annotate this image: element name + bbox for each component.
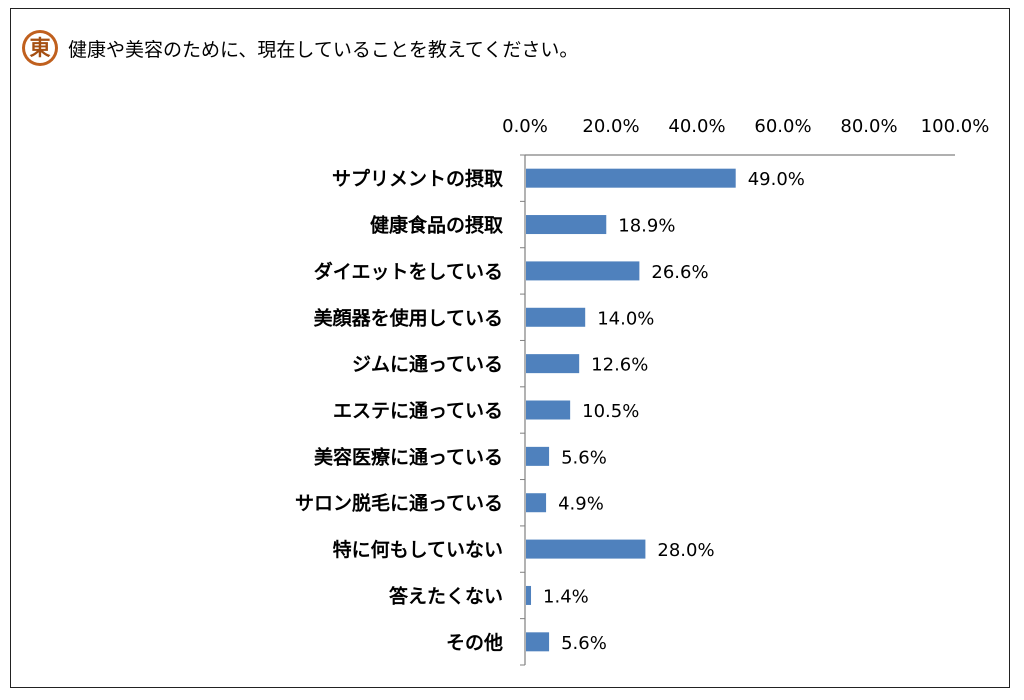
bar bbox=[526, 632, 550, 652]
bar bbox=[526, 539, 646, 559]
category-label: 特に何もしていない bbox=[333, 538, 503, 561]
value-label: 14.0% bbox=[597, 308, 654, 329]
east-badge-icon: 東 bbox=[22, 30, 58, 66]
x-tick-label: 100.0% bbox=[921, 116, 990, 137]
category-label: 美容医療に通っている bbox=[314, 445, 503, 468]
x-tick-label: 20.0% bbox=[582, 116, 639, 137]
bar bbox=[526, 215, 607, 235]
value-label: 5.6% bbox=[561, 633, 607, 654]
value-label: 5.6% bbox=[561, 447, 607, 468]
value-label: 1.4% bbox=[543, 586, 589, 607]
bar bbox=[526, 446, 550, 466]
category-label: 健康食品の摂取 bbox=[370, 214, 503, 237]
value-label: 12.6% bbox=[591, 355, 648, 376]
question-text: 健康や美容のために、現在していることを教えてください。 bbox=[68, 38, 579, 61]
badge-char: 東 bbox=[25, 33, 55, 63]
value-label: 10.5% bbox=[582, 401, 639, 422]
bar bbox=[526, 400, 571, 420]
value-label: 4.9% bbox=[558, 494, 604, 515]
value-label: 28.0% bbox=[657, 540, 714, 561]
category-label: ダイエットをしている bbox=[314, 260, 503, 283]
bar bbox=[526, 261, 640, 281]
x-tick-label: 40.0% bbox=[668, 116, 725, 137]
bar bbox=[526, 307, 586, 327]
category-label: 答えたくない bbox=[389, 584, 503, 607]
question-header: 東 健康や美容のために、現在していることを教えてください。 bbox=[22, 28, 578, 68]
chart-frame bbox=[10, 8, 1010, 688]
bar bbox=[526, 168, 736, 188]
category-label: サプリメントの摂取 bbox=[332, 167, 503, 190]
value-label: 49.0% bbox=[748, 169, 805, 190]
category-label: その他 bbox=[446, 631, 503, 654]
category-label: エステに通っている bbox=[333, 400, 503, 422]
x-tick-label: 80.0% bbox=[840, 116, 897, 137]
value-label: 26.6% bbox=[651, 262, 708, 283]
category-label: ジムに通っている bbox=[352, 354, 503, 376]
bar bbox=[526, 585, 532, 605]
category-label: サロン脱毛に通っている bbox=[295, 492, 503, 515]
bar bbox=[526, 493, 547, 513]
value-label: 18.9% bbox=[618, 216, 675, 237]
category-label: 美顔器を使用している bbox=[314, 306, 503, 329]
bar bbox=[526, 354, 580, 374]
x-tick-label: 60.0% bbox=[754, 116, 811, 137]
x-tick-label: 0.0% bbox=[502, 116, 548, 137]
